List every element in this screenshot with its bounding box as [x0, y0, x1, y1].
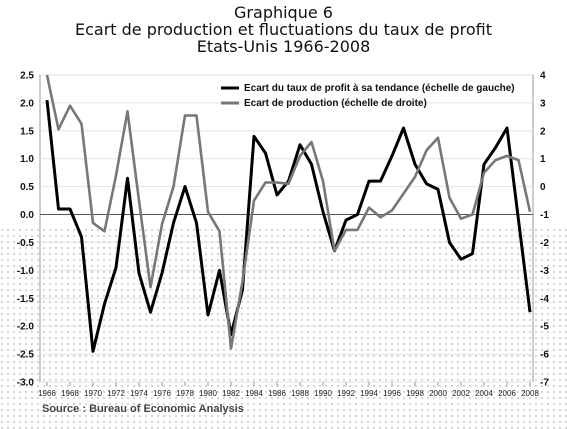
y-tick-right: 0	[540, 182, 546, 193]
y-tick-right: -1	[540, 210, 549, 221]
x-axis: 1966 1968 1970 1972 1974 1976 1978 1980 1982 1984…	[38, 382, 539, 398]
y-tick-right: -6	[540, 350, 549, 361]
y-tick-left: 0.5	[20, 182, 34, 193]
x-tick: 1968	[61, 389, 79, 398]
x-tick: 1988	[291, 389, 309, 398]
legend: Ecart du taux de profit à sa tendance (é…	[221, 83, 515, 109]
y-tick-right: -3	[540, 266, 549, 277]
chart-subtitle: Ecart de production et fluctuations du t…	[74, 20, 492, 39]
y-tick-left: 1.0	[20, 154, 34, 165]
chart-subtitle-2: Etats-Unis 1966-2008	[196, 37, 371, 56]
x-tick: 1978	[176, 389, 194, 398]
x-tick: 1966	[38, 389, 56, 398]
legend-label-output: Ecart de production (échelle de droite)	[244, 98, 427, 109]
x-tick: 1992	[337, 389, 355, 398]
y-tick-left: -0.5	[17, 238, 35, 249]
source-note: Source : Bureau of Economic Analysis	[42, 403, 244, 415]
x-tick: 1990	[314, 389, 332, 398]
y-tick-right: -2	[540, 238, 549, 249]
x-tick: 2004	[475, 389, 493, 398]
x-tick: 1974	[130, 389, 148, 398]
y-tick-left: 2.5	[20, 71, 34, 82]
x-tick: 1976	[153, 389, 171, 398]
y-tick-left: -3.0	[17, 378, 35, 389]
x-tick: 1970	[84, 389, 102, 398]
x-tick: 1980	[199, 389, 217, 398]
y-tick-right: 3	[540, 98, 546, 109]
x-tick: 1996	[383, 389, 401, 398]
x-tick: 2006	[498, 389, 516, 398]
series-line-output-gap	[45, 74, 532, 350]
y-tick-right: 4	[540, 71, 546, 82]
dotted-band	[0, 228, 567, 429]
x-tick: 1984	[245, 389, 263, 398]
x-tick: 1982	[222, 389, 240, 398]
y-tick-left: -2.5	[17, 350, 35, 361]
x-tick: 1998	[406, 389, 424, 398]
y-tick-left: 1.5	[20, 126, 34, 137]
x-tick: 2000	[429, 389, 447, 398]
y-tick-left: -1.0	[17, 266, 35, 277]
y-tick-right: 1	[540, 154, 546, 165]
x-tick: 1972	[107, 389, 125, 398]
chart-titles: Graphique 6 Ecart de production et fluct…	[0, 4, 567, 55]
x-tick: 1994	[360, 389, 378, 398]
x-tick: 2008	[521, 389, 539, 398]
y-tick-left: 0.0	[20, 210, 34, 221]
legend-label-profit: Ecart du taux de profit à sa tendance (é…	[244, 83, 515, 94]
y-tick-left: 2.0	[20, 98, 34, 109]
series-group	[45, 74, 532, 353]
y-tick-left: -2.0	[17, 322, 35, 333]
y-tick-right: 2	[540, 126, 546, 137]
y-axis-left: 2.5 2.0 1.5 1.0 0.5 0.0 -0.5 -1.0 -1.5 -2.0 -2.5 -3…	[17, 71, 35, 389]
y-axis-right: 4 3 2 1 0 -1 -2 -3 -4 -5 -6 -7	[540, 71, 549, 389]
y-tick-right: -5	[540, 322, 549, 333]
y-tick-right: -4	[540, 294, 549, 305]
y-tick-right: -7	[540, 378, 549, 389]
grid	[40, 74, 533, 383]
chart-title: Graphique 6	[234, 3, 333, 22]
x-tick: 1986	[268, 389, 286, 398]
y-tick-left: -1.5	[17, 294, 35, 305]
x-tick: 2002	[452, 389, 470, 398]
